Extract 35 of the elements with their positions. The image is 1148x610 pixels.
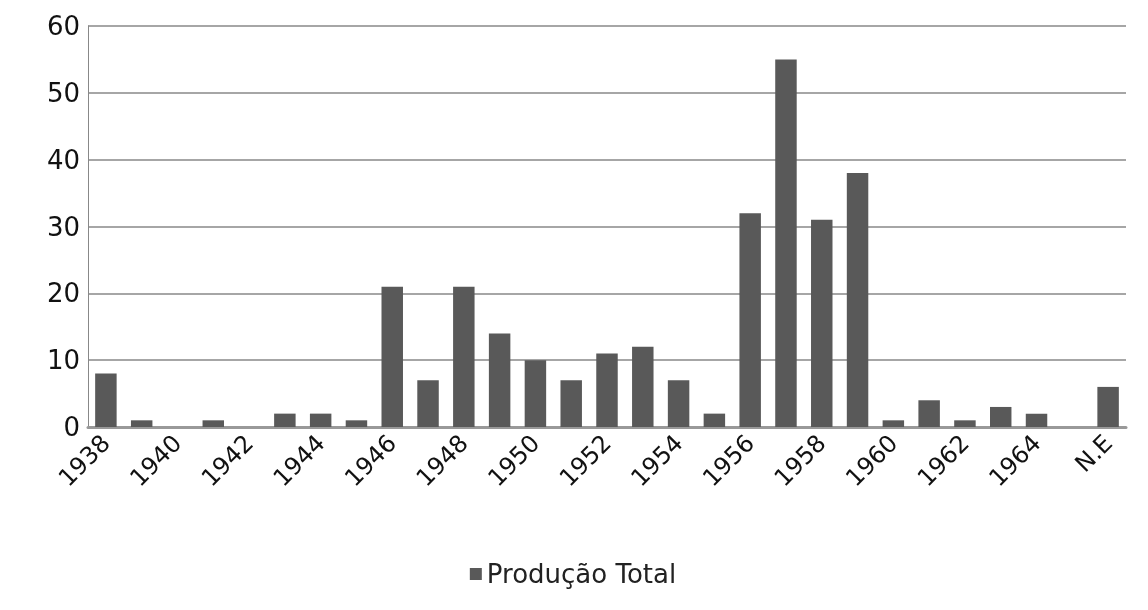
bar bbox=[1097, 386, 1119, 427]
bar bbox=[596, 353, 618, 427]
bar bbox=[202, 420, 225, 427]
bar bbox=[309, 413, 332, 427]
y-tick-label: 20 bbox=[46, 278, 80, 309]
legend-label: Produção Total bbox=[486, 559, 677, 589]
bar bbox=[488, 333, 511, 427]
bar bbox=[560, 380, 582, 427]
bar bbox=[130, 420, 153, 427]
bar bbox=[381, 286, 403, 427]
bar bbox=[524, 360, 547, 427]
bar bbox=[703, 413, 726, 427]
bar bbox=[775, 59, 797, 427]
bar bbox=[632, 346, 654, 427]
bar bbox=[274, 413, 296, 427]
y-tick-label: 0 bbox=[63, 412, 80, 442]
y-tick-label: 10 bbox=[46, 345, 80, 376]
bar bbox=[882, 420, 905, 427]
bar bbox=[417, 380, 439, 427]
bar bbox=[954, 420, 976, 427]
y-tick-label: 50 bbox=[46, 77, 80, 108]
bar bbox=[345, 420, 368, 427]
bar bbox=[95, 373, 117, 427]
bar bbox=[453, 286, 475, 427]
y-tick-label: 40 bbox=[46, 144, 80, 175]
x-tick-label: N.E bbox=[1069, 429, 1118, 478]
y-tick-label: 60 bbox=[46, 11, 80, 41]
bar bbox=[918, 400, 940, 427]
y-tick-label: 30 bbox=[46, 211, 80, 242]
bar bbox=[739, 213, 761, 427]
bar bbox=[667, 380, 690, 427]
bar bbox=[811, 219, 833, 427]
bar bbox=[1025, 413, 1048, 427]
bar bbox=[846, 173, 869, 427]
bar bbox=[989, 406, 1012, 427]
